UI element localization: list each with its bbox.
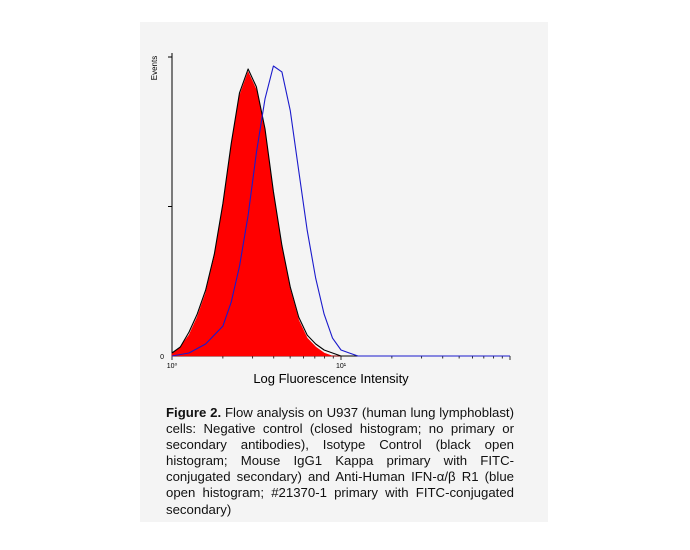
x-tick-label-1: 10¹ — [336, 363, 347, 370]
figure-caption: Figure 2. Flow analysis on U937 (human l… — [166, 405, 514, 518]
y-tick-label-0: 0 — [160, 354, 164, 361]
caption-text: Flow analysis on U937 (human lung lympho… — [166, 405, 514, 517]
series-open-histogram-2 — [171, 65, 510, 357]
x-axis-label: Log Fluorescence Intensity — [253, 371, 409, 386]
series-open-histogram-1 — [171, 68, 342, 357]
figure-panel: Events 0 10⁰ 10¹ Log Fluorescence Intensit… — [140, 22, 548, 522]
y-axis-label: Events — [150, 56, 159, 80]
series-closed-histogram-0 — [171, 71, 341, 357]
x-tick-label-0: 10⁰ — [167, 362, 178, 370]
figure-label: Figure 2. — [166, 405, 222, 420]
